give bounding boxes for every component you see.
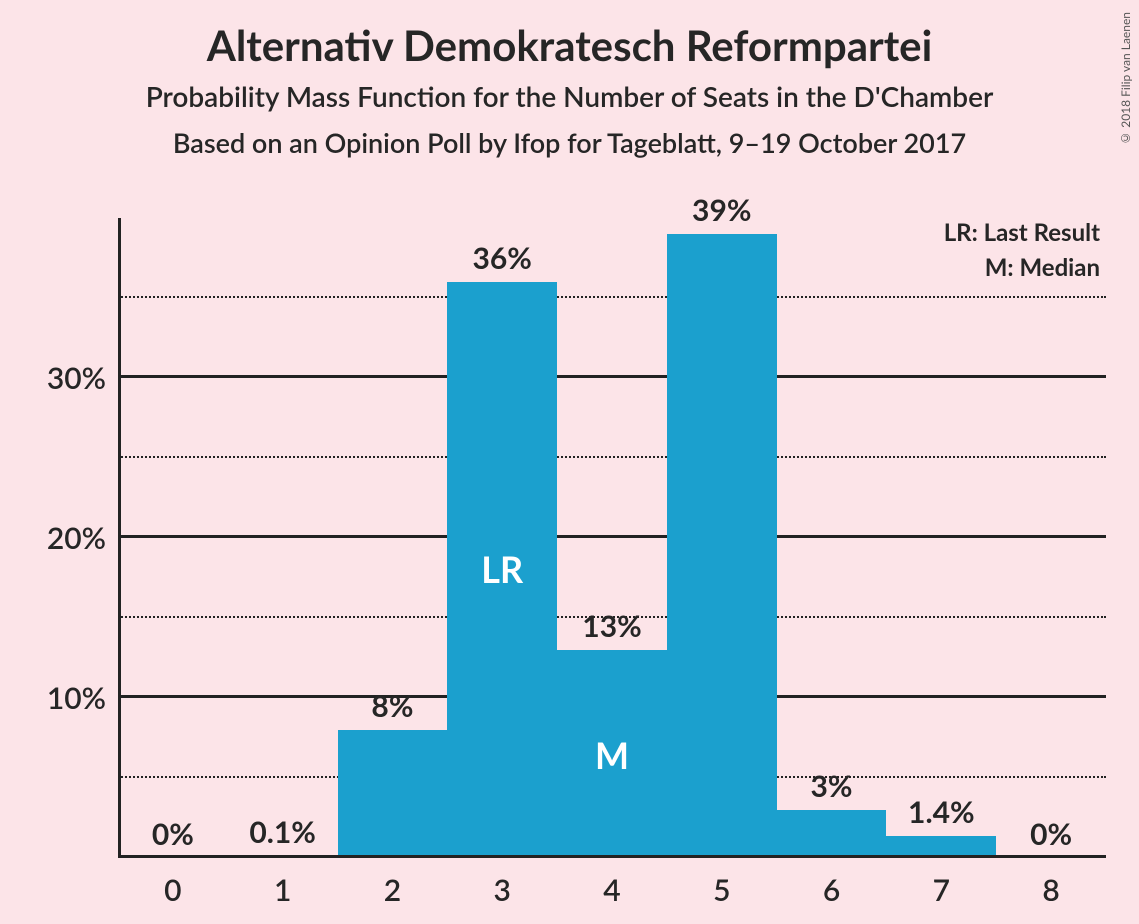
y-tick-label: 10% [47,680,118,716]
chart-legend: LR: Last Result M: Median [944,218,1100,282]
x-axis [118,855,1106,858]
bar: 8% [338,730,448,858]
gridline-minor [118,296,1106,298]
x-tick-label: 1 [274,858,291,908]
copyright-text: © 2018 Filip van Laenen [1118,12,1133,146]
x-tick-label: 5 [713,858,730,908]
bar: 13%M [557,650,667,858]
bar-inner-label: M [595,733,629,777]
x-tick-label: 2 [384,858,401,908]
chart-subtitle-2: Based on an Opinion Poll by Ifop for Tag… [0,125,1139,160]
bar-value-label: 13% [582,608,641,650]
x-tick-label: 4 [603,858,620,908]
bar: 3% [777,810,887,858]
legend-lr: LR: Last Result [944,218,1100,247]
bar-value-label: 8% [371,688,413,730]
x-tick-label: 0 [164,858,181,908]
y-tick-label: 30% [47,360,118,396]
bar-value-label: 0% [152,816,194,858]
gridline-major: 30% [118,375,1106,378]
bar-value-label: 0% [1030,816,1072,858]
x-tick-label: 7 [933,858,950,908]
bar-inner-label: LR [481,547,523,591]
chart-subtitle-1: Probability Mass Function for the Number… [0,78,1139,114]
bar: 36%LR [447,282,557,858]
x-tick-label: 3 [494,858,511,908]
y-tick-label: 20% [47,520,118,556]
bar-value-label: 39% [692,192,751,234]
bar: 39% [667,234,777,858]
bar-value-label: 3% [811,768,853,810]
bar-value-label: 0.1% [249,814,316,856]
bar-value-label: 1.4% [908,794,975,836]
legend-m: M: Median [944,253,1100,282]
bar-value-label: 36% [473,240,532,282]
gridline-major: 20% [118,535,1106,538]
gridline-minor [118,456,1106,458]
y-axis [118,218,121,858]
x-tick-label: 6 [823,858,840,908]
x-tick-label: 8 [1042,858,1059,908]
chart-title: Alternativ Demokratesch Reformpartei [0,0,1139,70]
plot-area: 10%20%30%0%00.1%18%236%LR313%M439%53%61.… [118,218,1106,858]
